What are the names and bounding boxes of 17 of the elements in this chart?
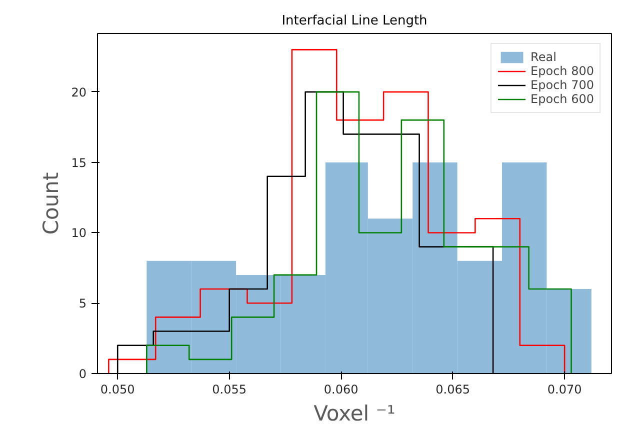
legend-label: Epoch 700 (530, 78, 594, 92)
x-axis-title: Voxel ⁻¹ (314, 402, 396, 426)
x-tick-label: 0.070 (547, 382, 582, 396)
y-tick-label: 15 (71, 156, 87, 170)
legend-label: Epoch 800 (530, 64, 594, 78)
y-tick-label: 5 (78, 296, 87, 311)
x-tick-label: 0.055 (212, 382, 247, 396)
y-tick-label: 10 (71, 226, 87, 240)
legend-label: Real (530, 50, 556, 64)
x-tick-label: 0.060 (324, 382, 358, 396)
legend-label: Epoch 600 (530, 92, 594, 106)
x-tick-label: 0.065 (436, 382, 470, 396)
y-axis-title: Count (39, 172, 64, 235)
y-tick-label: 20 (71, 85, 87, 100)
x-tick-label: 0.050 (100, 382, 135, 396)
y-tick-label: 0 (78, 367, 87, 381)
chart-title: Interfacial Line Length (282, 14, 428, 28)
